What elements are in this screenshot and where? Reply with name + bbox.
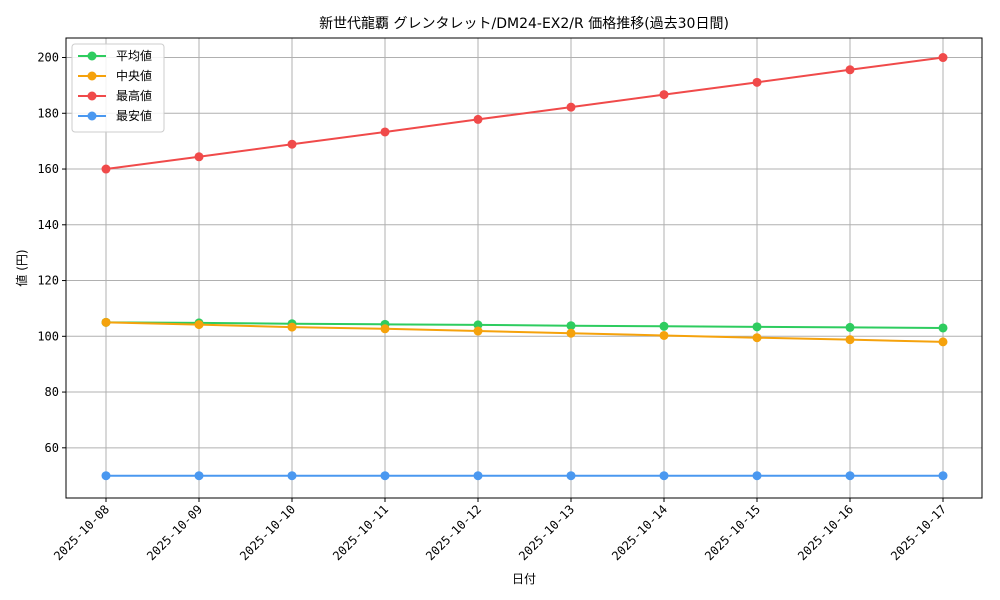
y-tick-label: 120 [37, 274, 59, 288]
x-tick-label: 2025-10-09 [144, 502, 205, 563]
y-tick-label: 140 [37, 218, 59, 232]
data-point [380, 127, 390, 137]
data-point [845, 471, 855, 481]
y-tick-label: 60 [45, 441, 59, 455]
legend-swatch-marker [87, 71, 97, 81]
y-tick-label: 100 [37, 329, 59, 343]
data-point [938, 471, 948, 481]
legend-label: 平均値 [116, 48, 152, 63]
legend-swatch-marker [87, 91, 97, 101]
data-point [380, 324, 390, 334]
data-point [938, 337, 948, 347]
data-point [659, 321, 669, 331]
data-point [845, 65, 855, 75]
data-point [752, 471, 762, 481]
legend-label: 最高値 [116, 88, 152, 103]
grid [66, 38, 982, 498]
x-tick-label: 2025-10-14 [609, 502, 670, 563]
series-line [105, 56, 944, 171]
y-tick-label: 80 [45, 385, 59, 399]
data-point [752, 333, 762, 343]
data-point [938, 323, 948, 333]
series-line [105, 321, 944, 329]
x-tick-label: 2025-10-08 [51, 502, 112, 563]
x-tick-label: 2025-10-15 [702, 502, 763, 563]
data-point [473, 471, 483, 481]
data-point [659, 471, 669, 481]
data-point [194, 152, 204, 162]
y-tick-label: 160 [37, 162, 59, 176]
data-point [473, 326, 483, 336]
data-point [566, 328, 576, 338]
data-point [566, 102, 576, 112]
legend-label: 中央値 [116, 68, 152, 83]
data-point [287, 139, 297, 149]
data-point [845, 335, 855, 345]
x-tick-label: 2025-10-12 [423, 502, 484, 563]
data-point [938, 53, 948, 63]
chart-title: 新世代龍覇 グレンタレット/DM24-EX2/R 価格推移(過去30日間) [319, 15, 729, 32]
x-tick-label: 2025-10-17 [888, 502, 949, 563]
data-point [101, 317, 111, 327]
legend-item: 最高値 [78, 88, 152, 103]
legend-swatch-marker [87, 111, 97, 121]
data-point [101, 471, 111, 481]
legend-label: 最安値 [116, 108, 152, 123]
y-axis-label: 値 (円) [14, 249, 29, 286]
x-tick-label: 2025-10-13 [516, 502, 577, 563]
x-axis-label: 日付 [512, 572, 536, 586]
legend-item: 平均値 [78, 48, 152, 63]
legend-item: 中央値 [78, 68, 152, 83]
data-point [287, 322, 297, 332]
y-tick-label: 200 [37, 51, 59, 65]
data-point [473, 114, 483, 124]
data-point [380, 471, 390, 481]
series-layer [101, 53, 948, 481]
data-point [752, 77, 762, 87]
plot-frame [65, 37, 983, 499]
series-2 [101, 53, 948, 174]
data-point [194, 320, 204, 330]
data-point [566, 321, 576, 331]
legend-swatch-marker [87, 51, 97, 61]
data-point [659, 90, 669, 100]
series-1 [101, 317, 948, 347]
axis-ticks: 2025-10-08 2025-10-09 2025-10-10 2025-10-11… [37, 51, 949, 564]
data-point [101, 164, 111, 174]
legend-item: 最安値 [78, 108, 152, 123]
legend-box [71, 43, 165, 133]
data-point [659, 330, 669, 340]
y-tick-label: 180 [37, 106, 59, 120]
data-point [752, 322, 762, 332]
data-point [194, 471, 204, 481]
data-point [566, 471, 576, 481]
x-tick-label: 2025-10-16 [795, 502, 856, 563]
data-point [845, 322, 855, 332]
series-line [105, 321, 944, 343]
data-point [287, 471, 297, 481]
series-3 [101, 471, 948, 481]
x-tick-label: 2025-10-11 [330, 502, 391, 563]
x-tick-label: 2025-10-10 [237, 502, 298, 563]
